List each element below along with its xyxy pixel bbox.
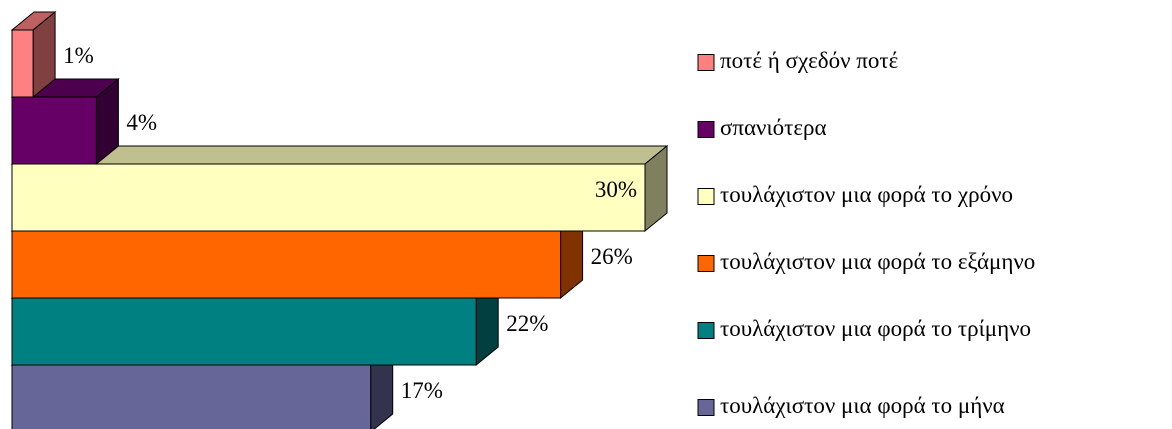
bar-front — [11, 297, 477, 366]
data-label: 22% — [506, 311, 548, 336]
legend-swatch — [697, 54, 715, 71]
bar-front — [11, 364, 372, 429]
legend-label: τουλάχιστον μια φορά το τρίμηνο — [720, 316, 1031, 341]
bar — [10, 144, 669, 233]
legend-swatch — [697, 322, 715, 339]
legend-swatch — [697, 255, 715, 272]
bar — [10, 10, 57, 99]
legend-label: τουλάχιστον μια φορά το μήνα — [720, 393, 1005, 418]
legend-swatch — [697, 188, 715, 205]
data-label: 30% — [595, 177, 637, 202]
legend-label: τουλάχιστον μια φορά το εξάμηνο — [720, 249, 1035, 274]
data-label: 1% — [63, 43, 94, 68]
legend-label: σπανιότερα — [720, 115, 827, 140]
data-label: 17% — [401, 378, 443, 403]
data-label: 4% — [126, 110, 157, 135]
legend-swatch — [697, 121, 715, 138]
bar-front — [11, 96, 97, 165]
bar-front — [11, 230, 562, 299]
legend-label: ποτέ ή σχεδόν ποτέ — [720, 48, 898, 73]
bar-front — [11, 163, 646, 232]
legend-swatch — [697, 399, 715, 416]
legend-label: τουλάχιστον μια φορά το χρόνο — [720, 182, 1013, 207]
bar-front — [11, 29, 34, 98]
data-label: 26% — [591, 244, 633, 269]
